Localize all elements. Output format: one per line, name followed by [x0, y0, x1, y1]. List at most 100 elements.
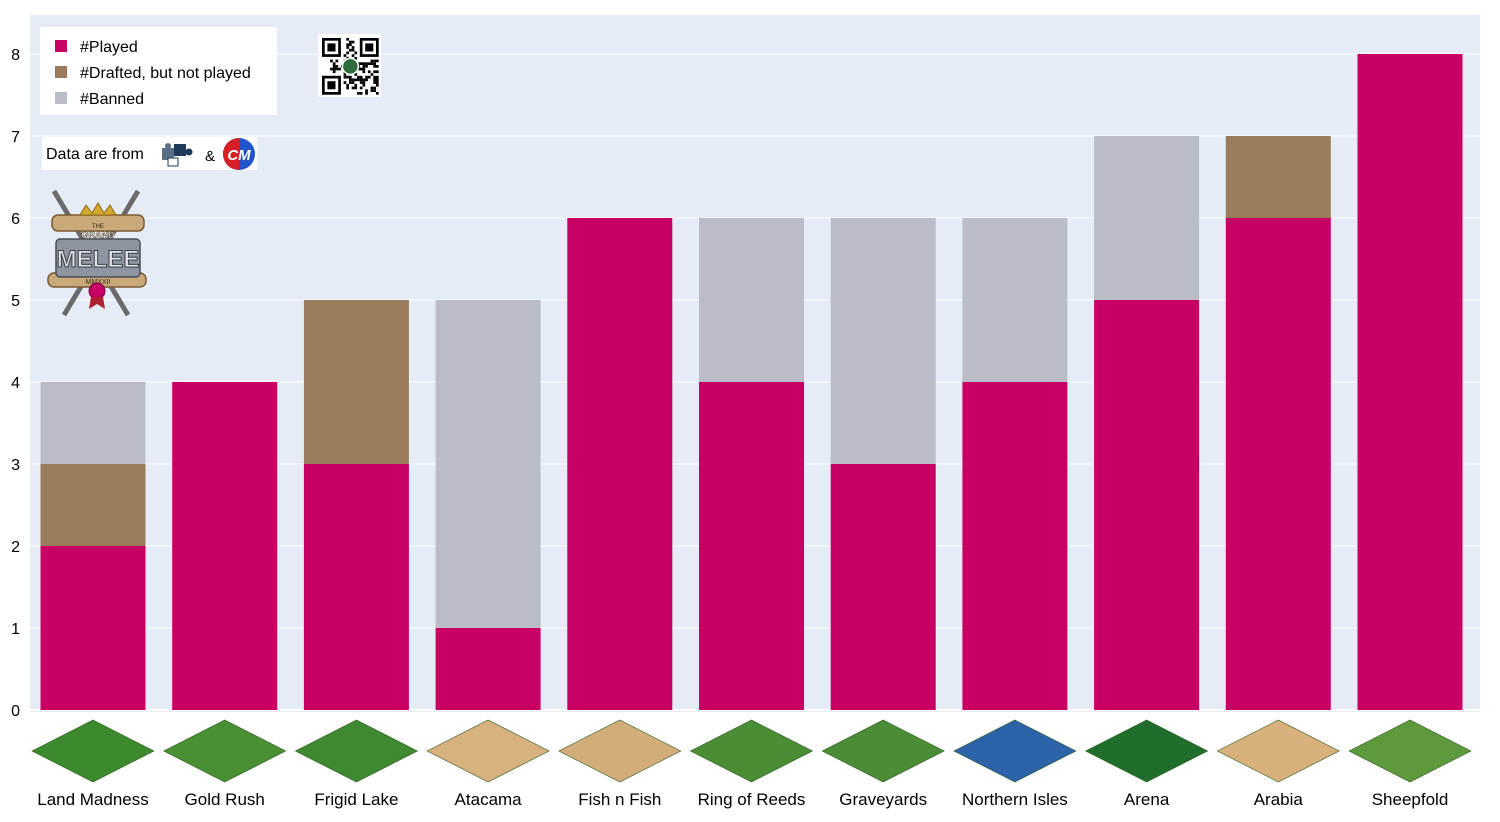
qr-module: [354, 51, 358, 55]
map-icon: [426, 719, 550, 783]
y-tick-label: 6: [11, 211, 20, 228]
qr-module: [351, 81, 355, 84]
bar-segment: [1225, 218, 1331, 710]
qr-module: [365, 65, 368, 68]
legend-box: [40, 27, 277, 115]
y-tick-label: 7: [11, 129, 20, 146]
qr-module: [376, 92, 379, 95]
qr-module: [373, 81, 376, 84]
qr-module: [362, 78, 366, 82]
x-tick-label: Sheepfold: [1372, 790, 1449, 809]
qr-module: [330, 59, 333, 63]
qr-module: [373, 62, 376, 65]
legend-swatch: [55, 66, 67, 78]
qr-module: [359, 62, 363, 65]
qr-module: [343, 81, 347, 84]
legend-swatch: [55, 40, 67, 52]
bar-segment: [303, 300, 409, 464]
qr-module: [365, 78, 368, 82]
qr-module: [370, 86, 374, 90]
qr-module: [346, 75, 349, 79]
qr-module: [349, 48, 352, 52]
qr-module: [338, 67, 341, 71]
map-icon: [689, 719, 814, 783]
qr-module: [373, 75, 376, 79]
qr-module: [357, 78, 360, 82]
qr-module: [332, 62, 336, 65]
qr-module: [349, 75, 352, 79]
qr-module: [367, 75, 371, 79]
y-tick-label: 0: [11, 703, 20, 720]
qr-module: [354, 86, 358, 90]
bar-segment: [303, 464, 409, 710]
qr-module: [346, 46, 349, 49]
qr-module: [373, 65, 376, 68]
qr-module: [332, 67, 336, 71]
qr-module: [343, 54, 347, 57]
map-icon: [294, 719, 419, 783]
qr-module: [351, 40, 355, 44]
map-icons: [31, 719, 1472, 783]
y-tick-label: 3: [11, 457, 20, 474]
map-icon: [163, 719, 287, 783]
qr-module: [346, 38, 349, 41]
legend-label: #Played: [80, 39, 138, 56]
qr-module: [357, 75, 360, 79]
y-tick-label: 8: [11, 47, 20, 64]
bar-segment: [1094, 300, 1200, 710]
qr-module: [351, 54, 355, 57]
y-tick-label: 1: [11, 621, 20, 638]
qr-module: [351, 86, 355, 90]
qr-module: [357, 92, 360, 95]
legend-label: #Drafted, but not played: [80, 65, 251, 82]
qr-code: [318, 34, 381, 97]
attribution-box: Data are from & CM: [42, 137, 257, 170]
qr-module: [332, 70, 336, 74]
legend-label: #Banned: [80, 91, 144, 108]
legend-swatch: [55, 92, 67, 104]
qr-module: [376, 78, 379, 82]
qr-module: [373, 89, 376, 92]
qr-module: [370, 73, 374, 76]
qr-module: [330, 67, 333, 71]
qr-finder-core: [327, 81, 336, 90]
logo-line-3: MELEE: [57, 246, 140, 273]
logo-line-1: THE: [92, 224, 104, 230]
qr-module: [365, 75, 368, 79]
bar-segment: [435, 300, 541, 628]
qr-module: [335, 65, 339, 68]
x-tick-label: Ring of Reeds: [698, 790, 806, 809]
x-tick-label: Atacama: [455, 790, 523, 809]
bar-segment: [962, 382, 1068, 710]
bar-segment: [1225, 136, 1331, 218]
qr-module: [367, 70, 371, 74]
qr-module: [376, 81, 379, 84]
qr-module: [351, 78, 355, 82]
qr-module: [335, 59, 339, 63]
bar-segment: [962, 218, 1068, 382]
qr-module: [365, 89, 368, 92]
qr-module: [373, 70, 376, 74]
x-tick-label: Graveyards: [839, 790, 927, 809]
qr-module: [359, 81, 363, 84]
map-icon: [558, 719, 682, 783]
legend: #Played #Drafted, but not played #Banned: [40, 27, 277, 115]
qr-module: [354, 78, 358, 82]
qr-module: [376, 65, 379, 68]
qr-module: [343, 75, 347, 79]
bar-segment: [40, 546, 146, 710]
qr-module: [359, 78, 363, 82]
map-icon: [31, 719, 155, 783]
qr-module: [359, 75, 363, 79]
qr-module: [349, 78, 352, 82]
bar-segment: [567, 218, 673, 710]
bar-segment: [830, 218, 936, 464]
qr-module: [332, 65, 336, 68]
cm-badge-text: CM: [227, 147, 251, 164]
map-icon: [1216, 719, 1340, 783]
qr-module: [335, 67, 339, 71]
qr-finder-core: [327, 43, 336, 52]
qr-module: [354, 56, 358, 60]
